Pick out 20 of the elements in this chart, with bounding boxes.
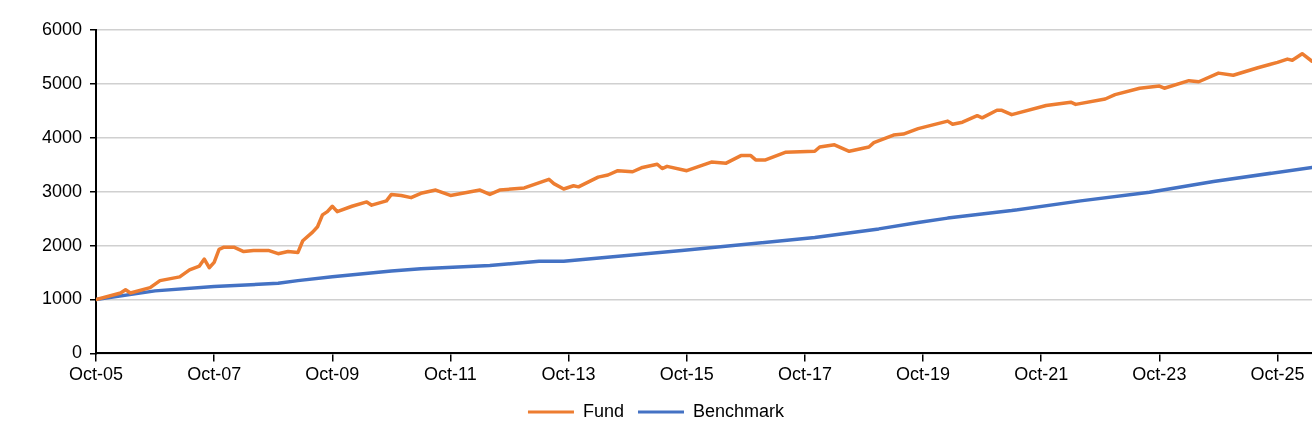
y-tick-label: 1000	[41, 288, 82, 309]
x-tick-label: Oct-23	[1132, 364, 1187, 385]
y-tick-label: 6000	[41, 18, 82, 39]
x-tick-label: Oct-05	[68, 364, 124, 385]
x-tick-label: Oct-17	[777, 364, 832, 385]
y-tick-label: 5000	[41, 72, 82, 93]
y-tick-label: 2000	[41, 234, 82, 255]
x-tick-label: Oct-07	[187, 364, 242, 385]
x-tick-label: Oct-15	[659, 364, 714, 385]
y-tick-label: 3000	[41, 180, 82, 201]
x-tick-label: Oct-13	[541, 364, 596, 385]
x-tick-label: Oct-21	[1014, 364, 1069, 385]
x-tick-label: Oct-19	[896, 364, 951, 385]
x-tick-label: Oct-09	[305, 364, 360, 385]
legend-label: Fund	[582, 400, 624, 421]
legend-label: Benchmark	[693, 400, 786, 421]
x-tick-label: Oct-11	[424, 364, 477, 385]
y-tick-label: 4000	[41, 126, 82, 147]
y-tick-label: 0	[71, 342, 82, 363]
x-tick-label: Oct-25	[1250, 364, 1305, 385]
